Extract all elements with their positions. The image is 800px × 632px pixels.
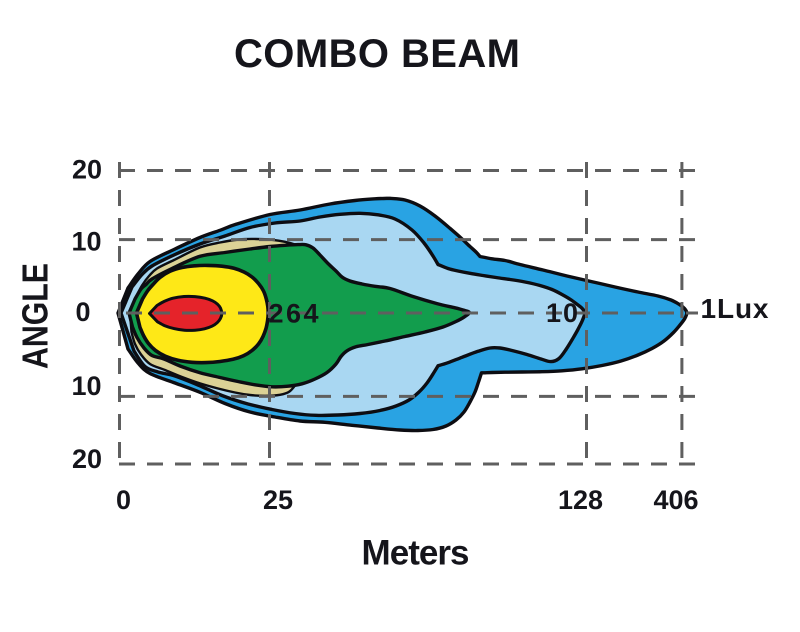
svg-text:10: 10 [71, 371, 101, 401]
svg-text:COMBO BEAM: COMBO BEAM [234, 32, 520, 76]
svg-text:10: 10 [71, 227, 101, 257]
svg-text:ANGLE: ANGLE [15, 263, 56, 369]
svg-text:0: 0 [75, 297, 90, 327]
svg-text:128: 128 [558, 485, 603, 515]
svg-text:Meters: Meters [362, 534, 470, 573]
svg-text:20: 20 [72, 155, 102, 185]
svg-text:406: 406 [653, 485, 698, 515]
svg-text:25: 25 [263, 485, 293, 515]
svg-text:1Lux: 1Lux [701, 293, 769, 324]
svg-text:0: 0 [116, 485, 131, 515]
svg-text:10: 10 [546, 298, 578, 328]
svg-text:20: 20 [72, 444, 102, 474]
svg-text:264: 264 [269, 299, 319, 329]
